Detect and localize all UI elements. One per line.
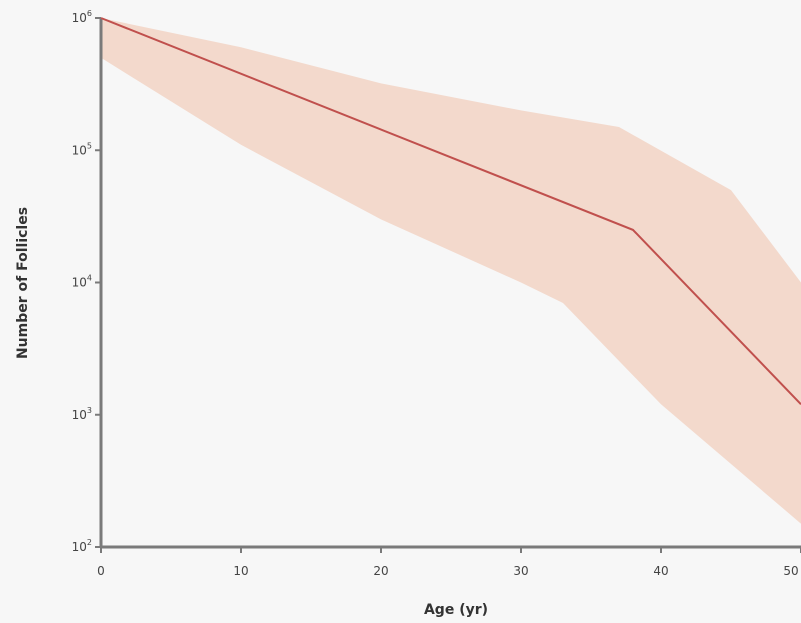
- y-tick-label: 105: [72, 141, 92, 157]
- y-ticks: 102 103 104 105 106: [72, 9, 101, 554]
- x-tick-label: 10: [233, 564, 248, 578]
- x-ticks: 0 10 20 30 40 50: [97, 547, 801, 578]
- x-tick-label: 50: [783, 564, 798, 578]
- range-band: [101, 18, 801, 524]
- x-tick-label: 40: [653, 564, 668, 578]
- median-line: [100, 17, 801, 405]
- x-axis-title: Age (yr): [424, 602, 488, 618]
- x-tick-label: 20: [373, 564, 388, 578]
- y-tick-label: 104: [72, 274, 92, 290]
- x-tick-label: 30: [513, 564, 528, 578]
- y-tick-label: 106: [72, 9, 92, 25]
- y-axis-title: Number of Follicles: [15, 207, 31, 359]
- y-tick-label: 103: [72, 406, 92, 422]
- x-tick-label: 0: [97, 564, 105, 578]
- y-tick-label: 102: [72, 538, 92, 554]
